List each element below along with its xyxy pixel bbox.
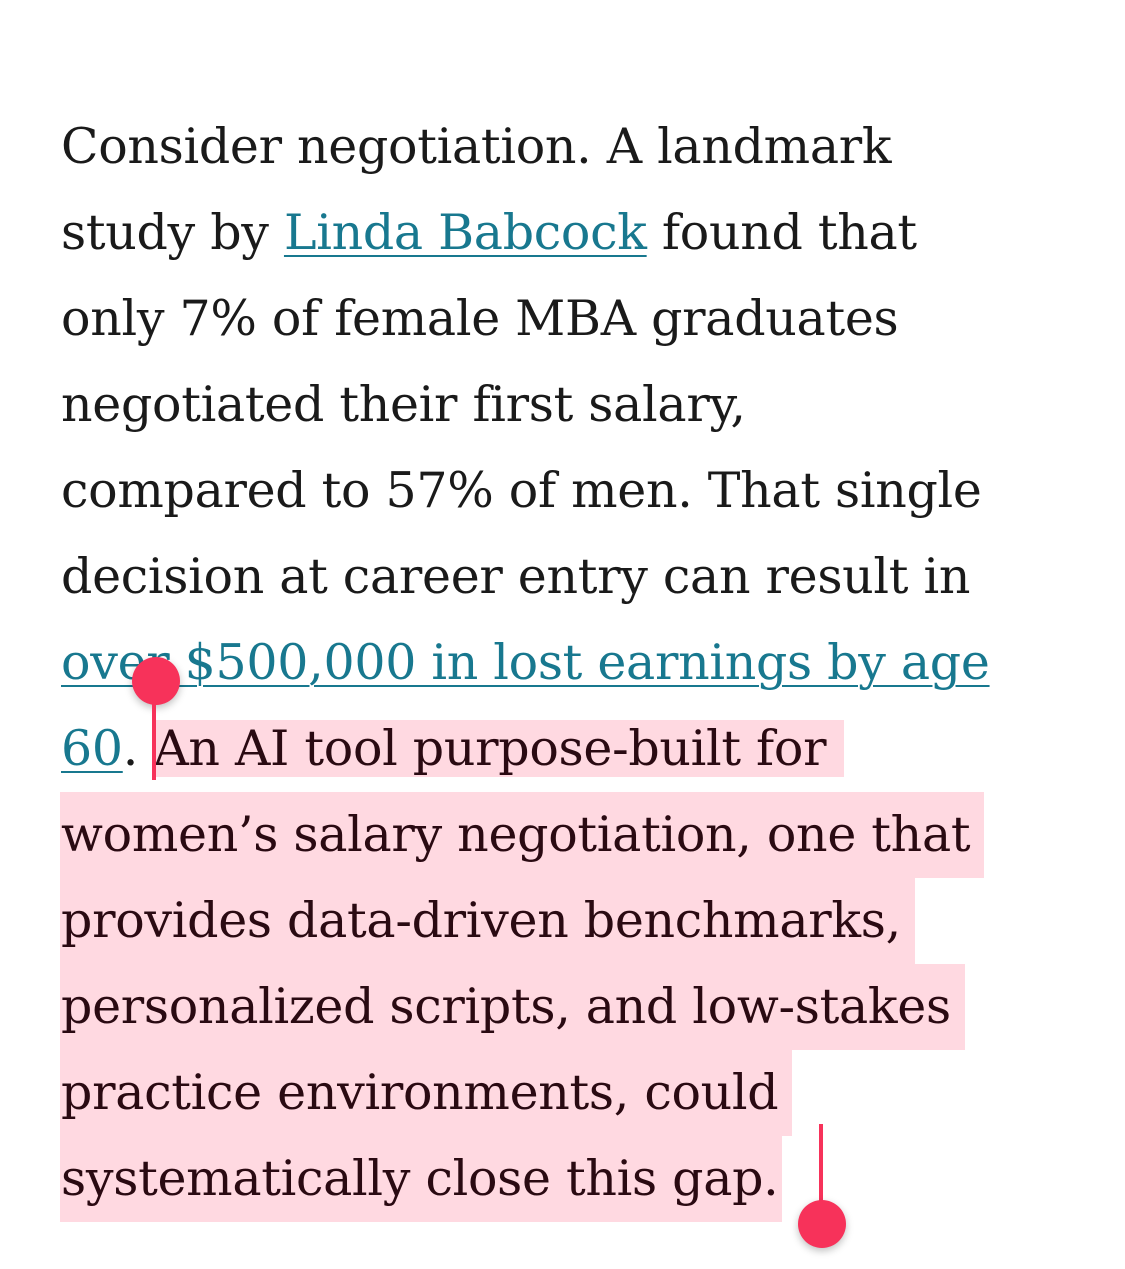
paragraph-line: compared to 57% of men. That single: [61, 448, 982, 534]
selected-text: personalized scripts, and low-stakes: [61, 978, 951, 1035]
paragraph-text: compared to 57% of men. That single: [61, 462, 982, 519]
paragraph-line: only 7% of female MBA graduates: [61, 276, 899, 362]
paragraph-text: found that: [646, 204, 917, 261]
selected-text: women’s salary negotiation, one that: [61, 806, 971, 863]
paragraph-line: negotiated their first salary,: [61, 362, 746, 448]
selected-text[interactable]: An AI tool purpose-built for: [153, 720, 845, 777]
paragraph-line: Consider negotiation. A landmark: [61, 104, 892, 190]
paragraph-text: negotiated their first salary,: [61, 376, 746, 433]
selected-text: practice environments, could: [61, 1064, 779, 1121]
selected-text: systematically close this gap.: [61, 1150, 779, 1207]
selection-end-caret: [819, 1124, 823, 1206]
paragraph-line: 60. An AI tool purpose-built for: [61, 706, 845, 792]
selection-end-handle[interactable]: [798, 1200, 846, 1248]
lost-earnings-link-continued[interactable]: 60: [61, 720, 123, 777]
selection-start-handle[interactable]: [132, 657, 180, 705]
selected-line[interactable]: practice environments, could: [60, 1050, 793, 1136]
paragraph-text: study by: [61, 204, 284, 261]
selected-line[interactable]: women’s salary negotiation, one that: [60, 792, 985, 878]
paragraph-text: decision at career entry can result in: [61, 548, 971, 605]
linda-babcock-link[interactable]: Linda Babcock: [283, 204, 647, 261]
paragraph-line: over $500,000 in lost earnings by age: [61, 620, 990, 706]
paragraph-text: .: [122, 720, 154, 777]
selection-start-caret: [152, 690, 156, 780]
paragraph-text: only 7% of female MBA graduates: [61, 290, 899, 347]
selected-line[interactable]: provides data-driven benchmarks,: [60, 878, 915, 964]
paragraph-text: Consider negotiation. A landmark: [61, 118, 892, 175]
lost-earnings-link[interactable]: over $500,000 in lost earnings by age: [61, 634, 990, 691]
paragraph-line: decision at career entry can result in: [61, 534, 970, 620]
selected-line[interactable]: personalized scripts, and low-stakes: [60, 964, 965, 1050]
selected-line[interactable]: systematically close this gap.: [60, 1136, 783, 1222]
selected-text: provides data-driven benchmarks,: [61, 892, 901, 949]
paragraph-line: study by Linda Babcock found that: [61, 190, 917, 276]
